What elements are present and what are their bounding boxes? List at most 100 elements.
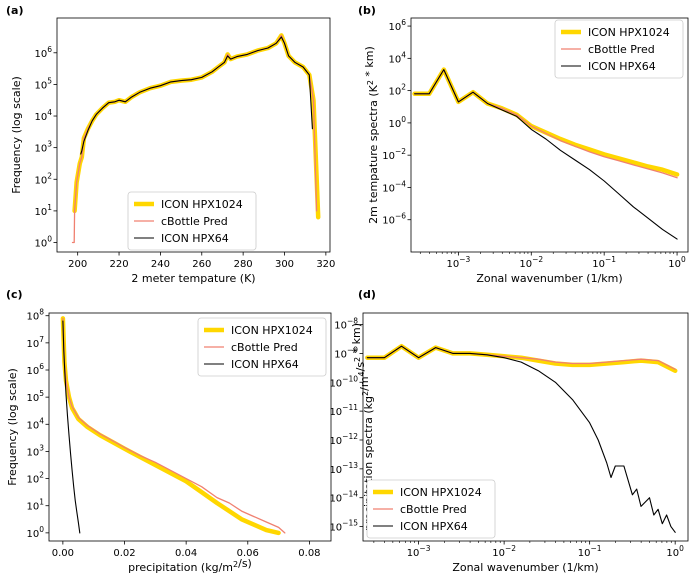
- x-tick-label: 10−3: [446, 255, 470, 270]
- y-axis-label: 2m tempature spectra (K2 * km): [363, 46, 380, 224]
- axes-frame: [48, 312, 332, 542]
- x-tick-label: 10−1: [578, 544, 602, 559]
- series-line-cbottle: [62, 317, 286, 534]
- x-tick-label: 0.00: [52, 548, 74, 559]
- legend-box: [366, 479, 496, 539]
- legend: ICON HPX1024 cBottle Pred ICON HPX64: [197, 317, 327, 377]
- y-axis-label: precipitation spectra (kg2/m4/s2 * km): [350, 323, 375, 531]
- y-tick-label: 102: [26, 471, 44, 486]
- y-tick-label: 102: [388, 83, 406, 98]
- y-tick-label: 105: [34, 76, 52, 91]
- x-tick-label: 0.04: [175, 548, 197, 559]
- series-line-hpx1024: [412, 67, 680, 177]
- y-tick-label: 10−8: [334, 317, 358, 332]
- y-tick-label: 10−6: [382, 212, 406, 227]
- legend-entry: ICON HPX1024: [588, 26, 670, 39]
- y-tick-label: 105: [26, 389, 44, 404]
- y-tick-label: 101: [26, 498, 44, 513]
- y-tick-label: 103: [26, 443, 44, 458]
- legend-entry: ICON HPX64: [161, 232, 229, 245]
- x-tick-label: 100: [668, 255, 686, 270]
- legend-entry: cBottle Pred: [588, 43, 655, 56]
- y-tick-label: 10−12: [329, 432, 358, 447]
- x-tick-label: 220: [109, 259, 128, 270]
- legend-entry: ICON HPX64: [400, 520, 468, 533]
- x-axis-label: precipitation (kg/m2/s): [128, 557, 252, 574]
- series-line-hpx64: [80, 36, 313, 155]
- legend-entry: cBottle Pred: [231, 341, 298, 354]
- x-tick-label: 320: [316, 259, 335, 270]
- series-line-hpx64: [62, 320, 81, 534]
- x-tick-label: 10−1: [592, 255, 616, 270]
- legend-entry: ICON HPX64: [588, 60, 656, 73]
- x-tick-label: 10−3: [407, 544, 431, 559]
- legend-entry: ICON HPX1024: [400, 486, 482, 499]
- y-tick-label: 104: [26, 416, 44, 431]
- axes-frame: [410, 17, 689, 253]
- legend: ICON HPX1024 cBottle Pred ICON HPX64: [127, 191, 257, 251]
- y-axis-label: Frequency (log scale): [6, 368, 19, 486]
- x-tick-label: 300: [275, 259, 294, 270]
- y-tick-label: 100: [26, 525, 44, 540]
- y-tick-label: 10−9: [334, 345, 358, 360]
- y-tick-label: 100: [34, 235, 52, 250]
- series-line-hpx1024: [365, 343, 678, 373]
- y-tick-label: 10−15: [329, 519, 358, 534]
- y-tick-label: 10−11: [329, 403, 358, 418]
- x-tick-label: 10−2: [519, 255, 543, 270]
- y-tick-label: 103: [34, 140, 52, 155]
- panel-d: (d) 10−3 10−2 10−1 100 10−15 10−14 10−13 10−12 10…: [329, 288, 689, 574]
- y-tick-label: 10−13: [329, 461, 358, 476]
- series-line-cbottle: [366, 345, 676, 370]
- x-tick-label: 0.08: [298, 548, 320, 559]
- panel-label: (b): [358, 4, 376, 17]
- y-axis-label: Frequency (log scale): [10, 76, 23, 194]
- y-tick-label: 106: [34, 45, 52, 60]
- series-line-hpx1024: [72, 33, 321, 220]
- legend-entry: cBottle Pred: [400, 503, 467, 516]
- y-tick-label: 104: [34, 108, 52, 123]
- legend-entry: ICON HPX1024: [161, 198, 243, 211]
- y-tick-label: 107: [26, 335, 44, 350]
- y-tick-label: 104: [388, 50, 406, 65]
- legend-entry: ICON HPX64: [231, 358, 299, 371]
- legend-entry: cBottle Pred: [161, 215, 228, 228]
- panel-c: (c) 0.00 0.02 0.04 0.06 0.08 100 101 102 103 104 10…: [6, 288, 332, 574]
- panel-b: (b) 10−3 10−2 10−1 100 10−6 10−4 10−2 100 102 104 1…: [358, 4, 689, 285]
- x-tick-label: 0.06: [237, 548, 259, 559]
- panel-a: (a) 200 220 240 260 280 300 320 100 101 102 103 104 1…: [6, 4, 335, 285]
- y-tick-label: 10−2: [382, 147, 406, 162]
- y-tick-label: 10−4: [382, 179, 406, 194]
- x-tick-label: 10−2: [492, 544, 516, 559]
- y-tick-label: 101: [34, 203, 52, 218]
- y-tick-label: 102: [34, 171, 52, 186]
- x-tick-label: 260: [192, 259, 211, 270]
- x-axis-label: Zonal wavenumber (1/km): [476, 272, 622, 285]
- x-tick-label: 240: [151, 259, 170, 270]
- panel-label: (c): [6, 288, 23, 301]
- x-tick-label: 0.02: [113, 548, 135, 559]
- y-tick-label: 100: [388, 115, 406, 130]
- axes-frame: [56, 17, 331, 253]
- legend-box: [554, 19, 684, 79]
- legend: ICON HPX1024 cBottle Pred ICON HPX64: [366, 479, 496, 539]
- x-axis-label: Zonal wavenumber (1/km): [452, 561, 598, 574]
- panel-label: (a): [6, 4, 23, 17]
- legend: ICON HPX1024 cBottle Pred ICON HPX64: [554, 19, 684, 79]
- y-tick-label: 10−14: [329, 490, 358, 505]
- series-line-hpx64: [366, 345, 676, 533]
- legend-entry: ICON HPX1024: [231, 324, 313, 337]
- y-tick-label: 108: [26, 308, 44, 323]
- x-tick-label: 280: [234, 259, 253, 270]
- legend-box: [127, 191, 257, 251]
- y-tick-label: 10−10: [329, 374, 358, 389]
- axes-frame: [362, 312, 689, 542]
- series-line-hpx64: [414, 69, 678, 240]
- x-tick-label: 200: [68, 259, 87, 270]
- x-tick-label: 100: [666, 544, 684, 559]
- y-tick-label: 106: [388, 18, 406, 33]
- x-axis-label: 2 meter tempature (K): [131, 272, 255, 285]
- legend-box: [197, 317, 327, 377]
- y-tick-label: 106: [26, 362, 44, 377]
